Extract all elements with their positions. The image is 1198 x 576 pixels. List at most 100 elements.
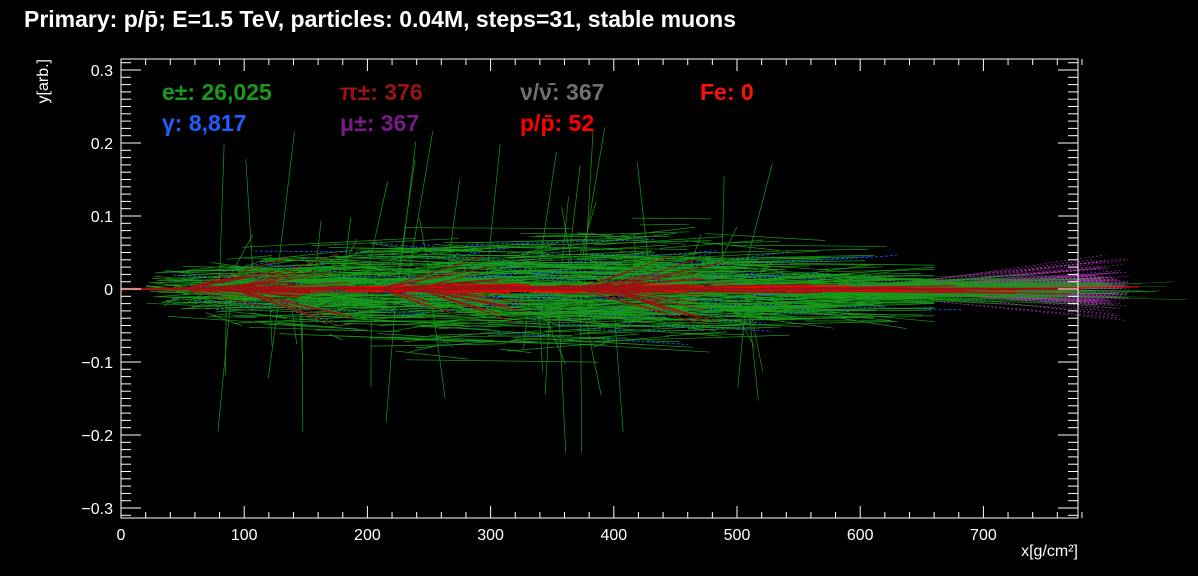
electron-track: [346, 302, 388, 304]
electron-track: [756, 300, 865, 318]
gamma-track: [391, 255, 539, 262]
pion-track: [379, 288, 430, 303]
electron-track: [461, 293, 492, 311]
pion-track: [231, 273, 291, 290]
pion-track: [653, 283, 839, 288]
electron-track: [217, 293, 232, 432]
electron-track: [788, 273, 921, 276]
electron-track: [740, 308, 896, 316]
legend-entry: μ±: 367: [340, 110, 419, 136]
electron-track: [171, 269, 221, 272]
electron-track: [523, 292, 531, 349]
electron-track: [415, 340, 497, 349]
electron-track: [507, 343, 594, 352]
x-tick-label: 200: [354, 527, 381, 544]
electron-track: [583, 324, 741, 327]
electron-track: [738, 163, 773, 293]
electron-track: [741, 315, 935, 318]
legend: e±: 26,025 π±: 376 ν/ν̄: 367 Fe: 0 γ: 8,817 μ…: [162, 79, 754, 136]
electron-track: [705, 233, 826, 241]
pion-track: [231, 272, 333, 290]
electron-track: [804, 264, 870, 275]
electron-track: [476, 258, 613, 272]
pion-track: [607, 288, 719, 323]
pion-track: [182, 288, 262, 307]
electron-track: [696, 267, 744, 274]
pion-track: [607, 288, 707, 311]
electron-track: [950, 293, 1130, 298]
electron-track: [683, 263, 785, 270]
electron-track: [747, 262, 771, 287]
electron-track: [486, 292, 547, 302]
electron-track: [325, 304, 365, 312]
gamma-track: [370, 242, 476, 254]
electron-track: [783, 307, 803, 309]
electron-track: [221, 310, 328, 323]
electron-track: [438, 341, 464, 343]
electron-track: [406, 243, 553, 250]
pion-track: [379, 266, 490, 290]
pion-track: [379, 271, 456, 290]
electron-track: [520, 281, 647, 284]
electron-track: [263, 271, 425, 279]
electron-track: [722, 290, 756, 348]
y-tick-label: 0.3: [91, 63, 113, 80]
electron-track: [242, 237, 417, 248]
electron-track: [327, 238, 358, 296]
electron-track: [289, 256, 414, 265]
electron-track: [934, 274, 1029, 281]
electron-track: [377, 321, 456, 327]
electron-track: [312, 220, 322, 294]
electron-track: [533, 289, 566, 365]
electron-track: [487, 335, 628, 339]
electron-track: [378, 335, 573, 338]
electron-track: [636, 262, 706, 268]
pion-track: [576, 270, 687, 290]
electron-track: [709, 226, 738, 282]
legend-entry: p/p̄: 52: [520, 110, 594, 136]
electron-track: [287, 262, 465, 272]
electron-track: [679, 311, 745, 315]
electron-track: [196, 302, 324, 307]
electron-track: [703, 304, 874, 311]
electron-track: [341, 216, 352, 288]
electron-track: [558, 196, 569, 292]
electron-track: [397, 141, 417, 293]
electron-track: [810, 312, 891, 321]
electron-track: [419, 218, 432, 284]
electron-track: [381, 253, 446, 258]
electron-track: [352, 314, 505, 321]
electron-track: [544, 306, 608, 312]
electron-track: [568, 201, 597, 293]
electron-track: [494, 271, 504, 286]
electron-track: [592, 339, 613, 348]
electron-track: [428, 282, 446, 399]
electron-track: [182, 305, 382, 309]
electron-track: [673, 274, 845, 286]
pion-track: [416, 288, 510, 307]
electron-track: [233, 306, 331, 309]
y-tick-label: 0: [104, 282, 113, 299]
gamma-track: [422, 242, 465, 257]
electron-track: [556, 318, 611, 326]
electron-track: [704, 256, 857, 261]
electron-track: [460, 300, 642, 311]
pion-track: [182, 257, 288, 290]
legend-entry: γ: 8,817: [162, 110, 246, 136]
electron-track: [362, 181, 388, 293]
electron-track: [296, 297, 426, 304]
electron-track: [185, 292, 205, 305]
electron-track: [538, 297, 543, 372]
electron-track: [354, 263, 391, 272]
electron-track: [535, 231, 690, 237]
electron-track: [597, 271, 744, 280]
electron-track: [519, 241, 560, 256]
chart-title: Primary: p/p̄; E=1.5 TeV, particles: 0.0…: [24, 6, 736, 32]
electron-track: [504, 296, 609, 299]
electron-track: [745, 271, 787, 276]
pion-track: [440, 290, 687, 293]
electron-track: [227, 308, 424, 317]
x-tick-label: 300: [477, 527, 504, 544]
electron-track: [763, 309, 932, 312]
electron-track: [591, 314, 647, 318]
